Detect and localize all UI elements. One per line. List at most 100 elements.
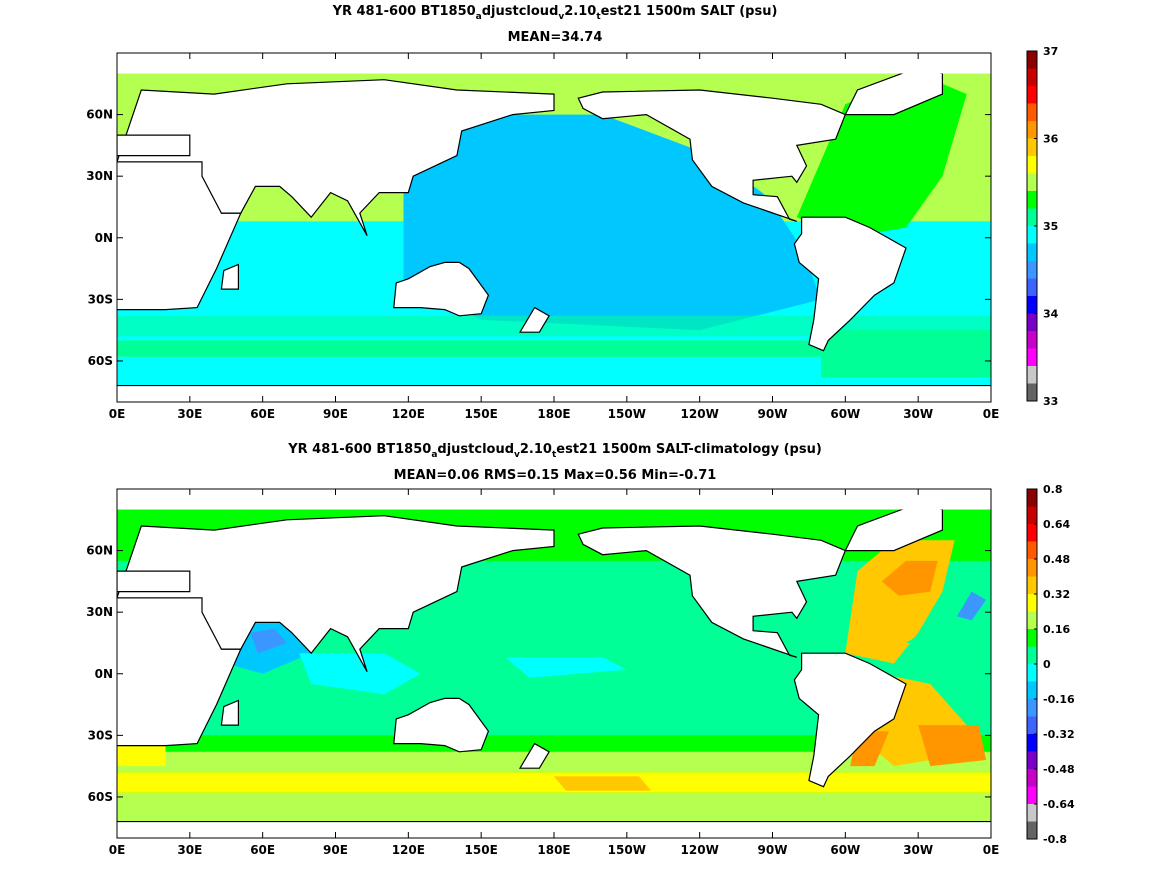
colorbar-segment xyxy=(1027,716,1037,735)
colorbar-tick-label: 0.32 xyxy=(1043,588,1070,601)
land-mass xyxy=(117,515,555,672)
colorbar-segment xyxy=(1027,366,1037,384)
colorbar-segment xyxy=(1027,86,1037,104)
colorbar-segment xyxy=(1027,506,1037,525)
colorbar-tick-label: 33 xyxy=(1043,395,1058,408)
x-tick-label: 180E xyxy=(537,843,570,857)
colorbar-tick-label: -0.16 xyxy=(1043,693,1075,706)
title-subscript: v xyxy=(514,450,520,460)
title-segment: YR 481-600 BT1850 xyxy=(332,4,476,19)
equatorial-pacific-region xyxy=(505,657,627,678)
colorbar-tick-label: 36 xyxy=(1043,133,1059,146)
colorbar-tick-label: 37 xyxy=(1043,45,1058,58)
north-atlantic-core xyxy=(881,560,938,596)
top-title-line2: MEAN=34.74 xyxy=(507,30,603,45)
title-segment: 2.10 xyxy=(519,442,552,457)
colorbar-segment xyxy=(1027,594,1037,612)
title-segment: est21 1500m SALT-climatology (psu) xyxy=(556,442,822,457)
x-tick-label: 60W xyxy=(830,843,860,857)
x-tick-label: 0E xyxy=(109,843,126,857)
colorbar-segment xyxy=(1027,559,1037,577)
x-tick-label: 120E xyxy=(392,843,425,857)
colorbar-tick-label: 34 xyxy=(1043,308,1059,321)
y-tick-label: 30N xyxy=(86,169,113,183)
colorbar-segment xyxy=(1027,804,1037,822)
bottom-map-panel: 0E 30E 60E 90E 120E 150E 180E 150W 120W 90W 60W 30W… xyxy=(86,483,1075,857)
title-subscript: a xyxy=(431,450,438,460)
title-subscript: a xyxy=(475,12,482,22)
southern-band xyxy=(117,340,991,357)
x-tick-label: 90W xyxy=(758,407,788,421)
y-tick-label: 30S xyxy=(88,728,113,742)
colorbar-segment xyxy=(1027,173,1037,192)
subtropical-band xyxy=(117,735,991,752)
bottom-title-line2: MEAN=0.06 RMS=0.15 Max=0.56 Min=-0.71 xyxy=(393,468,717,483)
southern-band xyxy=(117,315,991,337)
colorbar-segment xyxy=(1027,156,1037,174)
southern-band xyxy=(117,751,991,773)
north-atlantic-region xyxy=(796,73,967,238)
bay-of-bengal-region xyxy=(299,653,421,695)
colorbar-segment xyxy=(1027,664,1037,682)
colorbar-segment xyxy=(1027,103,1037,122)
land-mass xyxy=(117,79,555,236)
colorbar-segment xyxy=(1027,524,1037,542)
x-tick-label: 60W xyxy=(830,407,860,421)
x-tick-label: 60E xyxy=(250,843,275,857)
colorbar-tick-label: -0.48 xyxy=(1043,763,1075,776)
x-tick-label: 120W xyxy=(681,843,719,857)
ocean-field xyxy=(117,489,991,838)
arabian-sea-core xyxy=(250,628,287,654)
x-tick-label: 90E xyxy=(323,843,348,857)
x-tick-label: 0E xyxy=(983,843,1000,857)
land-mass xyxy=(577,89,847,222)
x-tick-label: 30W xyxy=(903,843,933,857)
title-segment: djustcloud xyxy=(481,4,559,19)
bottom-title-line1: YR 481-600 BT1850adjustcloudv2.10test21 … xyxy=(0,442,1110,460)
colorbar-segment xyxy=(1027,243,1037,262)
southern-band xyxy=(117,772,991,793)
colorbar-segment xyxy=(1027,699,1037,717)
land-mass xyxy=(518,306,550,333)
colorbar-segment xyxy=(1027,348,1037,367)
x-tick-label: 60E xyxy=(250,407,275,421)
colorbar-segment xyxy=(1027,208,1037,227)
y-tick-label: 0N xyxy=(95,231,113,245)
title-subscript: t xyxy=(551,450,557,460)
colorbar: 37 36 35 34 33 xyxy=(1026,45,1059,408)
x-tick-label: 150E xyxy=(465,407,498,421)
x-tick-label: 120E xyxy=(392,407,425,421)
north-atlantic-tongue xyxy=(906,581,979,643)
title-segment: 2.10 xyxy=(564,4,597,19)
colorbar-segment xyxy=(1027,261,1037,279)
colorbar-segment xyxy=(1027,68,1037,87)
x-tick-label: 30E xyxy=(177,843,202,857)
colorbar-segment xyxy=(1027,786,1037,805)
colorbar-segment xyxy=(1027,296,1037,314)
title-subscript: v xyxy=(558,12,565,22)
south-atlantic-core xyxy=(918,725,987,767)
colorbar-segment xyxy=(1027,541,1037,560)
land-mass xyxy=(117,134,191,157)
y-tick-label: 60N xyxy=(86,544,113,558)
y-tick-label: 30S xyxy=(88,292,113,306)
colorbar-segment xyxy=(1027,769,1037,787)
colorbar-tick-label: 0.16 xyxy=(1043,623,1070,636)
land-mass xyxy=(518,742,550,769)
x-tick-label: 150E xyxy=(465,843,498,857)
y-tick-label: 0N xyxy=(95,667,113,681)
colorbar-tick-label: -0.32 xyxy=(1043,728,1075,741)
colorbar-segment xyxy=(1027,821,1037,840)
land-mass xyxy=(220,699,239,726)
colorbar-segment xyxy=(1027,383,1037,402)
land-mass xyxy=(577,525,847,658)
colorbar-segment xyxy=(1027,681,1037,700)
x-tick-label: 90E xyxy=(323,407,348,421)
colorbar-segment xyxy=(1027,734,1037,752)
colorbar-segment xyxy=(1027,278,1037,297)
colorbar-segment xyxy=(1027,313,1037,332)
x-tick-label: 0E xyxy=(983,407,1000,421)
title-subscript: t xyxy=(596,12,601,22)
x-tick-label: 90W xyxy=(758,843,788,857)
x-tick-label: 30W xyxy=(903,407,933,421)
